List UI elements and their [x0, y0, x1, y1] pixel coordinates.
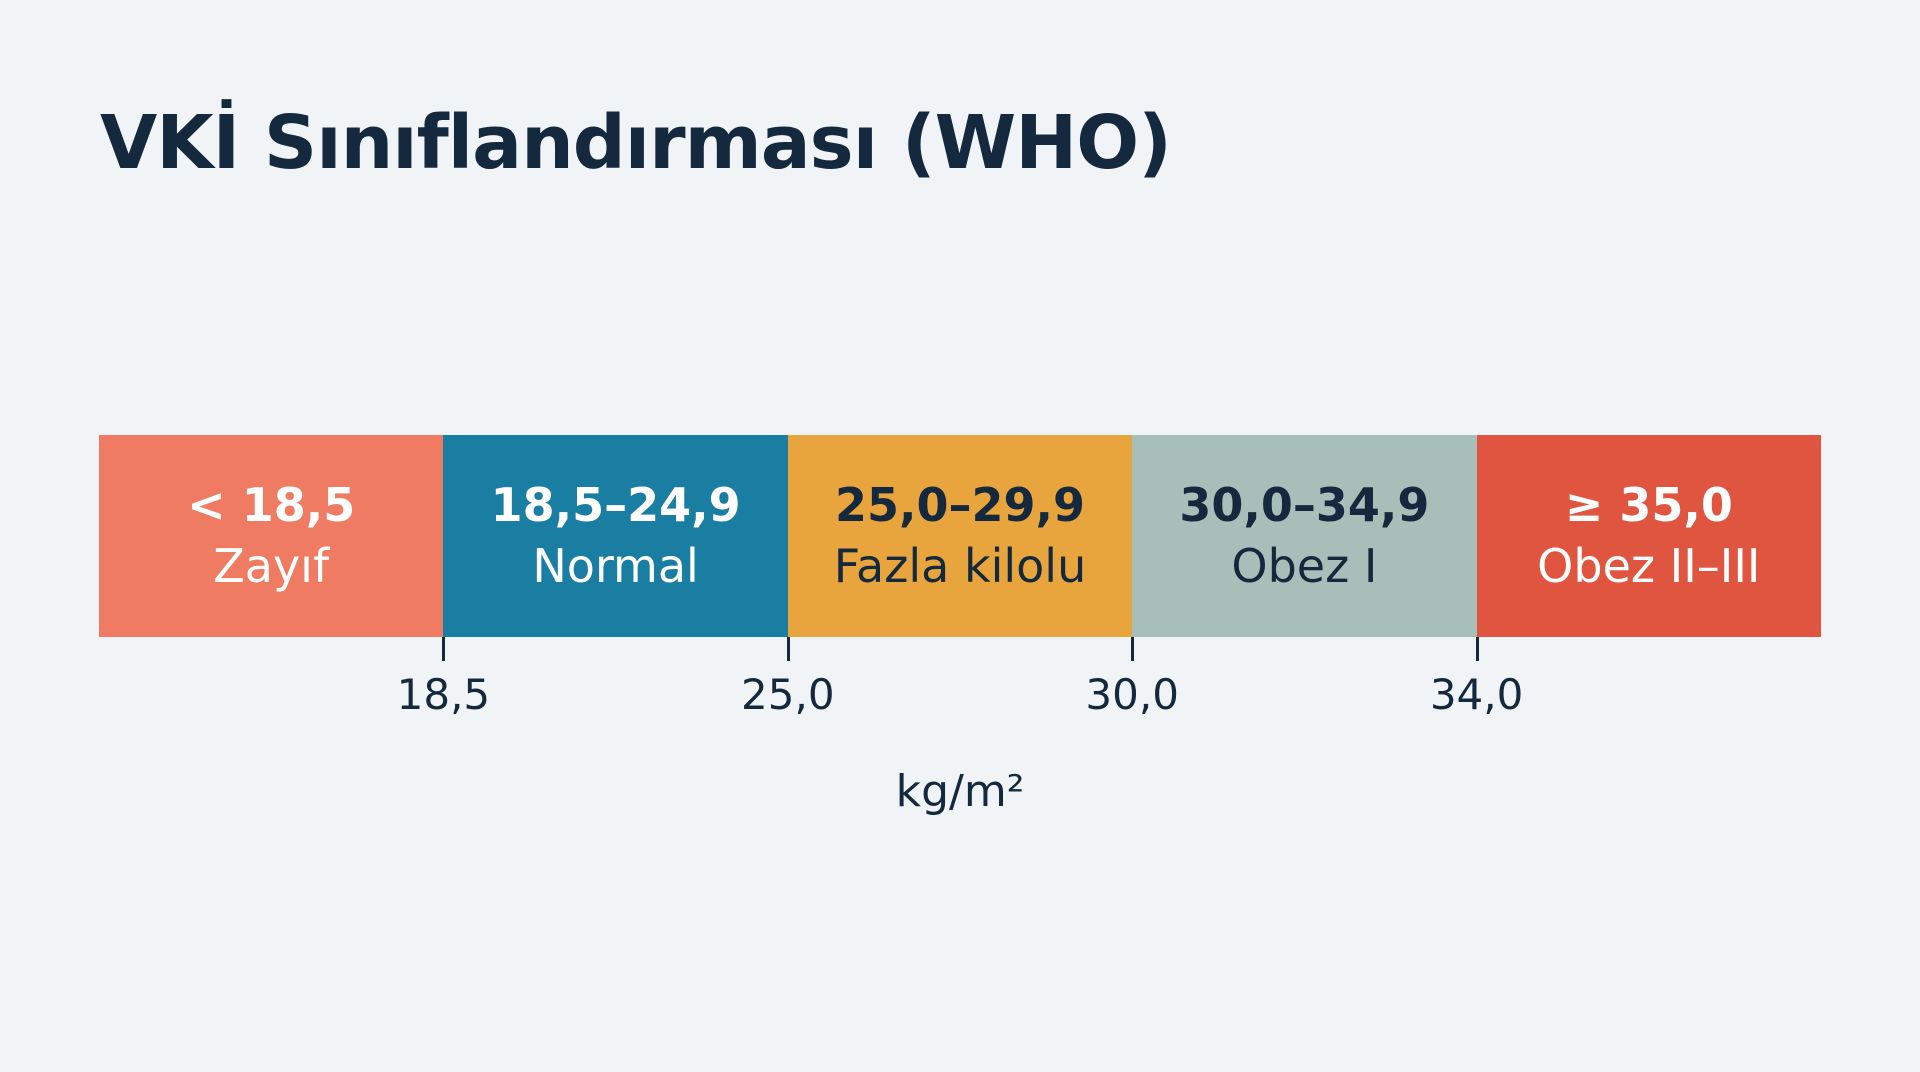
- segment-label: Fazla kilolu: [833, 539, 1087, 593]
- segment-range: 18,5–24,9: [490, 478, 741, 532]
- segment-range: 25,0–29,9: [835, 478, 1086, 532]
- tick-mark: [442, 637, 446, 661]
- unit-label: kg/m²: [895, 766, 1025, 817]
- segment: ≥ 35,0 Obez II–III: [1476, 435, 1822, 637]
- tick-label: 34,0: [1429, 670, 1524, 719]
- tick-label: 25,0: [741, 670, 835, 719]
- tick-mark: [1131, 637, 1135, 661]
- segment-label: Normal: [532, 539, 699, 593]
- bmi-bar: < 18,5 Zayıf 18,5–24,9 Normal 25,0–29,9 Fazla…: [99, 435, 1822, 637]
- tick-label: 30,0: [1085, 670, 1179, 719]
- segment-label: Zayıf: [213, 539, 330, 593]
- segment-range: < 18,5: [187, 478, 356, 532]
- title: VKİ Sınıflandırması (WHO): [100, 100, 1172, 186]
- tick-label: 18,5: [396, 670, 491, 719]
- segment: < 18,5 Zayıf: [99, 435, 444, 637]
- segment-range: ≥ 35,0: [1564, 478, 1733, 532]
- segment-range: 30,0–34,9: [1179, 478, 1430, 532]
- segment: 18,5–24,9 Normal: [443, 435, 788, 637]
- segment-label: Obez I: [1231, 539, 1378, 593]
- tick-mark: [786, 637, 790, 661]
- segment: 25,0–29,9 Fazla kilolu: [787, 435, 1133, 637]
- segment: 30,0–34,9 Obez I: [1132, 435, 1477, 637]
- segment-label: Obez II–III: [1537, 539, 1761, 593]
- tick-mark: [1475, 637, 1479, 661]
